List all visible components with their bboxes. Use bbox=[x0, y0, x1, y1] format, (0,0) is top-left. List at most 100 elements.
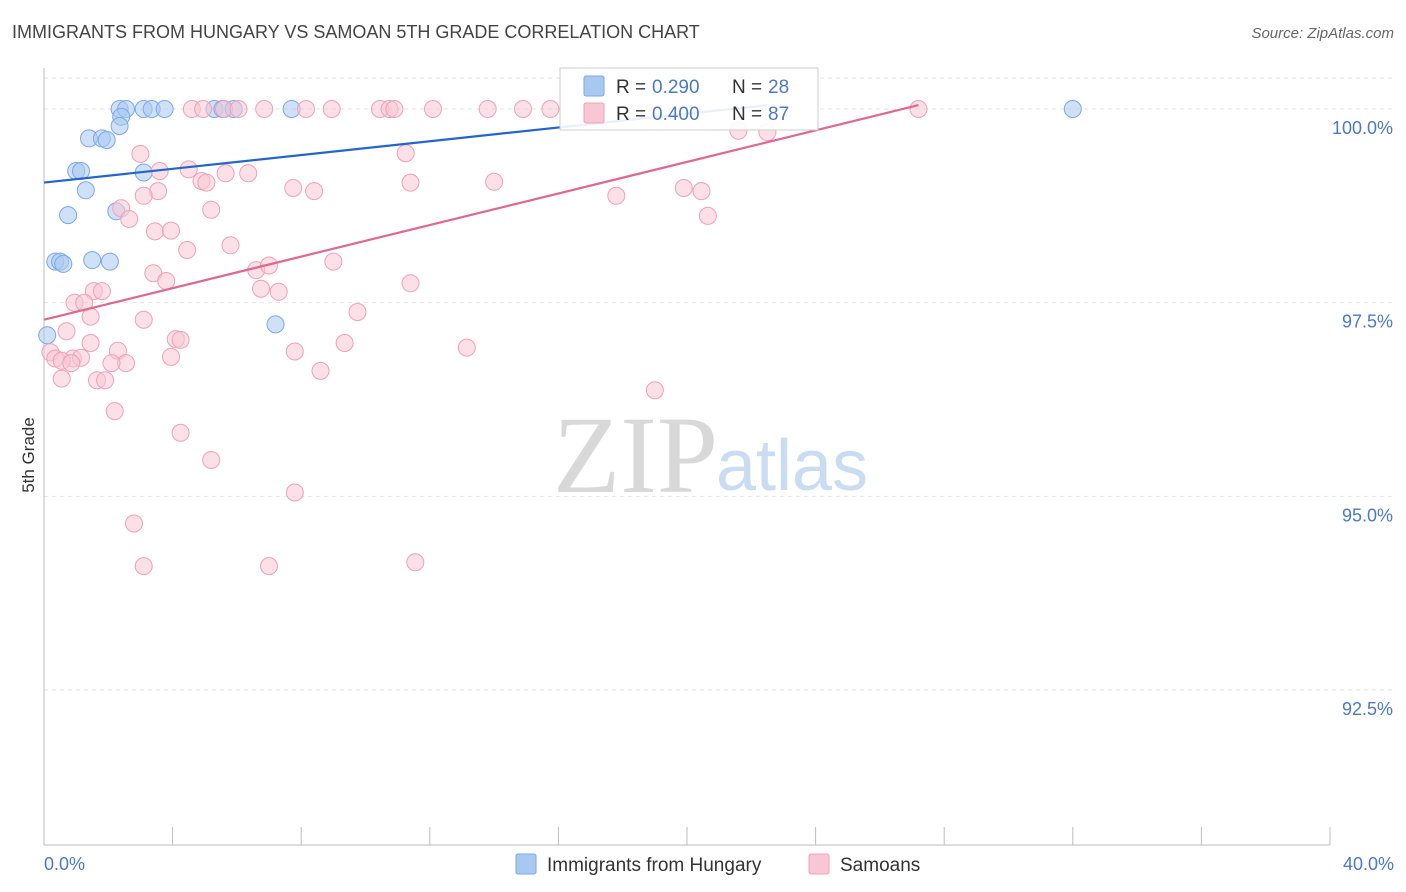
point-samoans bbox=[229, 100, 248, 118]
point-samoans bbox=[285, 342, 304, 361]
point-samoans bbox=[102, 354, 121, 373]
stats-swatch-hungary bbox=[583, 75, 605, 97]
point-samoans bbox=[692, 182, 711, 201]
point-samoans bbox=[401, 173, 420, 192]
chart-title: IMMIGRANTS FROM HUNGARY VS SAMOAN 5TH GR… bbox=[12, 22, 700, 42]
stats-n-label-samoans: N = bbox=[732, 104, 762, 125]
point-hungary bbox=[100, 252, 119, 271]
point-samoans bbox=[260, 557, 278, 576]
point-samoans bbox=[96, 371, 115, 390]
point-samoans bbox=[62, 354, 81, 373]
legend-label-samoans: Samoans bbox=[840, 855, 920, 876]
point-samoans bbox=[485, 172, 504, 191]
point-samoans bbox=[145, 222, 164, 241]
point-samoans bbox=[194, 100, 213, 118]
point-samoans bbox=[607, 186, 626, 205]
point-samoans bbox=[120, 210, 139, 228]
point-samoans bbox=[297, 100, 315, 118]
y-tick-labels: 100.0% 97.5% 95.0% 92.5% bbox=[1332, 118, 1393, 719]
trend-line-samoans bbox=[43, 104, 919, 321]
y-axis-label: 5th Grade bbox=[19, 417, 38, 493]
point-samoans bbox=[385, 100, 404, 118]
legend-item-hungary[interactable]: Immigrants from Hungary bbox=[515, 853, 762, 876]
point-hungary bbox=[54, 254, 73, 273]
watermark: ZIP atlas bbox=[553, 394, 868, 516]
point-samoans bbox=[348, 303, 367, 321]
x-tick-label-min: 0.0% bbox=[44, 854, 85, 874]
point-hungary bbox=[59, 206, 78, 225]
legend-swatch-hungary bbox=[515, 853, 537, 875]
point-samoans bbox=[335, 334, 354, 352]
y-tick-label: 95.0% bbox=[1342, 505, 1393, 525]
point-samoans bbox=[171, 330, 190, 349]
stats-r-label-hungary: R = bbox=[616, 77, 646, 98]
point-samoans bbox=[197, 173, 216, 192]
point-samoans bbox=[202, 451, 221, 469]
point-samoans bbox=[134, 186, 153, 205]
point-samoans bbox=[269, 282, 288, 301]
point-hungary bbox=[155, 100, 174, 118]
point-samoans bbox=[239, 164, 258, 183]
point-samoans bbox=[396, 144, 415, 163]
point-hungary bbox=[38, 326, 57, 345]
point-hungary bbox=[76, 181, 95, 200]
scatter-points bbox=[38, 100, 1082, 576]
point-samoans bbox=[457, 338, 476, 357]
point-samoans bbox=[105, 402, 124, 421]
point-samoans bbox=[81, 334, 100, 352]
point-hungary bbox=[110, 117, 129, 135]
y-tick-label: 100.0% bbox=[1332, 118, 1393, 138]
y-tick-label: 92.5% bbox=[1342, 699, 1393, 719]
stats-n-label-hungary: N = bbox=[732, 77, 762, 98]
stats-r-value-hungary: 0.290 bbox=[652, 77, 700, 98]
point-samoans bbox=[401, 274, 420, 293]
point-samoans bbox=[698, 206, 717, 225]
stats-n-value-hungary: 28 bbox=[768, 77, 789, 98]
point-samoans bbox=[134, 310, 153, 329]
point-samoans bbox=[324, 252, 343, 271]
point-samoans bbox=[322, 100, 341, 118]
point-samoans bbox=[424, 100, 442, 118]
stats-swatch-samoans bbox=[583, 102, 605, 124]
point-samoans bbox=[284, 179, 303, 197]
chart-source: Source: ZipAtlas.com bbox=[1251, 25, 1394, 42]
point-samoans bbox=[305, 182, 324, 201]
point-samoans bbox=[674, 179, 693, 197]
legend-label-hungary: Immigrants from Hungary bbox=[547, 855, 762, 876]
point-samoans bbox=[125, 514, 143, 533]
point-samoans bbox=[92, 282, 111, 301]
point-samoans bbox=[514, 100, 532, 118]
point-samoans bbox=[478, 100, 497, 118]
point-samoans bbox=[52, 369, 71, 388]
trend-lines bbox=[43, 104, 919, 321]
point-hungary bbox=[97, 131, 116, 149]
y-tick-label: 97.5% bbox=[1342, 312, 1393, 332]
stats-r-label-samoans: R = bbox=[616, 104, 646, 125]
point-samoans bbox=[162, 347, 180, 366]
stats-r-value-samoans: 0.400 bbox=[652, 104, 700, 125]
point-hungary bbox=[266, 315, 285, 334]
point-samoans bbox=[178, 241, 197, 259]
watermark-atlas: atlas bbox=[716, 426, 868, 506]
point-samoans bbox=[179, 160, 198, 179]
legend-item-samoans[interactable]: Samoans bbox=[808, 853, 920, 876]
point-samoans bbox=[202, 200, 221, 219]
point-samoans bbox=[171, 423, 190, 442]
stats-box: R = 0.290 N = 28 R = 0.400 N = 87 bbox=[559, 67, 819, 131]
point-samoans bbox=[134, 557, 153, 576]
point-samoans bbox=[255, 100, 274, 118]
axes bbox=[43, 68, 1331, 846]
point-samoans bbox=[311, 361, 330, 380]
point-hungary bbox=[83, 251, 102, 270]
point-samoans bbox=[157, 272, 176, 290]
point-samoans bbox=[57, 322, 76, 341]
point-samoans bbox=[221, 236, 240, 255]
point-samoans bbox=[541, 100, 560, 118]
point-samoans bbox=[645, 381, 664, 400]
point-hungary bbox=[1063, 100, 1082, 118]
watermark-zip: ZIP bbox=[553, 394, 718, 516]
x-tick-label-max: 40.0% bbox=[1343, 854, 1394, 874]
point-samoans bbox=[909, 100, 928, 118]
point-samoans bbox=[162, 221, 180, 240]
